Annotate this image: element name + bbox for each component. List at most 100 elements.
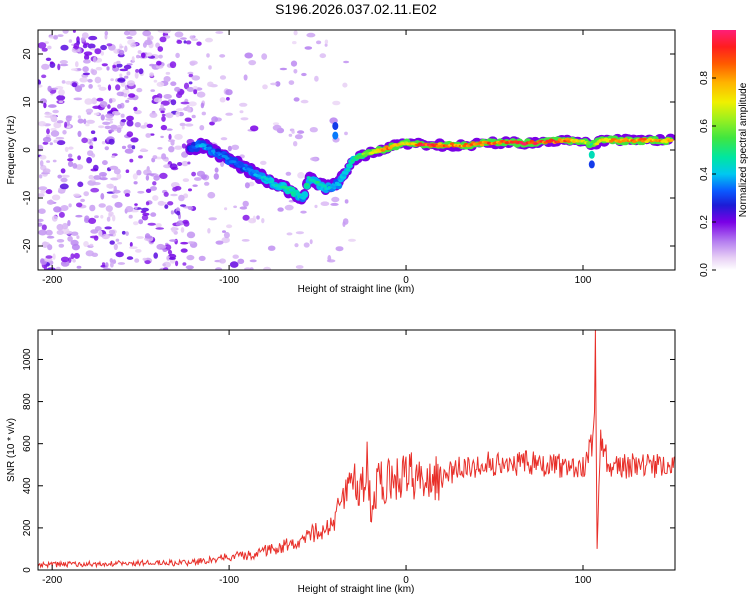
spectrogram-speckle xyxy=(188,73,194,78)
spectrogram-speckle xyxy=(110,78,114,82)
spectrogram-speckle xyxy=(204,181,210,186)
spectrogram-speckle xyxy=(104,30,109,36)
spectrogram-speckle xyxy=(71,82,78,88)
spectrogram-speckle xyxy=(105,205,113,212)
spectrogram-speckle xyxy=(126,71,131,76)
spectrogram-speckle xyxy=(170,193,178,197)
spectrogram-speckle xyxy=(87,78,93,83)
spectrogram-speckle xyxy=(84,54,90,61)
spectrogram-speckle xyxy=(138,219,144,225)
spectrogram-speckle xyxy=(90,47,97,51)
spectrogram-speckle xyxy=(306,32,316,38)
spectrogram-speckle xyxy=(123,189,131,195)
spectrogram-speckle xyxy=(46,160,51,163)
spectrogram-speckle xyxy=(170,99,177,106)
spectrogram-speckle xyxy=(52,159,57,163)
spectrogram-speckle xyxy=(57,174,62,179)
spectrogram-speckle xyxy=(42,168,51,174)
spectrogram-speckle xyxy=(56,95,66,101)
spectrogram-speckle xyxy=(95,66,103,71)
spectrogram-speckle xyxy=(208,65,212,70)
spectrogram-speckle xyxy=(135,249,142,253)
spectrogram-speckle xyxy=(175,110,180,118)
spectrogram-speckle xyxy=(133,221,139,226)
snr-y-tick-label: 200 xyxy=(22,519,33,536)
spectrogram-speckle xyxy=(115,84,121,91)
spectrogram-speckle xyxy=(127,80,135,87)
spectrogram-speckle xyxy=(107,104,111,109)
spectrogram-speckle xyxy=(149,63,155,67)
spectrogram-speckle xyxy=(293,97,300,102)
spectrogram-speckle xyxy=(215,267,223,270)
spectrogram-speckle xyxy=(169,239,177,242)
spectrogram-speckle xyxy=(242,200,249,207)
spectrogram-speckle xyxy=(214,167,219,173)
spectrogram-speckle xyxy=(83,118,87,125)
spectrogram-speckle xyxy=(112,110,120,116)
spectrogram-speckle xyxy=(184,123,194,127)
spectrogram-speckle xyxy=(85,108,94,114)
spectrogram-speckle xyxy=(295,265,304,269)
spectrogram-speckle xyxy=(72,163,78,169)
spectrogram-speckle xyxy=(344,131,348,136)
spectrogram-speckle xyxy=(142,42,147,48)
spectrogram-speckle xyxy=(146,173,154,176)
spectrogram-speckle xyxy=(267,245,276,251)
spectrogram-speckle xyxy=(117,104,122,109)
spectrogram-speckle xyxy=(132,173,138,180)
trace-transient xyxy=(588,150,595,159)
spectrogram-speckle xyxy=(150,186,157,191)
spectrogram-speckle xyxy=(320,201,330,206)
spectrogram-speckle xyxy=(97,230,103,237)
spectrogram-speckle xyxy=(182,262,187,266)
spectrogram-speckle xyxy=(169,61,177,69)
spectrogram-speckle xyxy=(90,187,100,193)
spectrogram-speckle xyxy=(116,173,122,180)
spectrogram-speckle xyxy=(167,249,173,255)
spectrogram-speckle xyxy=(89,145,94,149)
spectrogram-speckle xyxy=(38,42,47,49)
spectrogram-speckle xyxy=(102,267,112,270)
spectrogram-speckle xyxy=(84,215,90,222)
spectrogram-speckle xyxy=(111,155,116,158)
spectrogram-speckle xyxy=(157,147,163,150)
colorbar-tick-label: 0.4 xyxy=(699,167,710,181)
spectrogram-speckle xyxy=(175,260,179,267)
spectrogram-speckle xyxy=(85,123,90,127)
spectrogram-speckle xyxy=(174,31,184,38)
spectrogram-speckle xyxy=(136,169,142,176)
spectrogram-speckle xyxy=(118,49,125,56)
spectrogram-speckle xyxy=(162,30,172,34)
spectrogram-speckle xyxy=(101,141,106,145)
spectrogram-speckle xyxy=(62,130,67,135)
colorbar: 0.0 0.2 0.4 0.6 0.8 Normalized spectral ampl… xyxy=(699,30,749,277)
spectrogram-speckle xyxy=(91,179,96,182)
spectrogram-speckle xyxy=(58,100,64,103)
spectrogram-speckle xyxy=(64,146,69,152)
trace-core xyxy=(449,142,455,146)
spectrogram-scatter-noise xyxy=(38,30,356,270)
spectrogram-speckle xyxy=(279,67,288,71)
spectrogram-y-tick-label: 0 xyxy=(22,147,33,153)
spectrogram-speckle xyxy=(56,239,65,243)
trace-core xyxy=(251,170,257,174)
spectrogram-speckle xyxy=(40,258,45,264)
spectrogram-speckle xyxy=(156,60,162,66)
chart-title: S196.2026.037.02.11.E02 xyxy=(275,1,437,17)
spectrogram-speckle xyxy=(102,160,108,166)
spectrogram-speckle xyxy=(314,204,318,209)
spectrogram-speckle xyxy=(156,65,164,69)
spectrogram-speckle xyxy=(243,74,248,81)
snr-x-tick-label: 100 xyxy=(575,575,592,586)
spectrogram-speckle xyxy=(224,207,228,211)
spectrogram-speckle xyxy=(343,60,350,64)
spectrogram-speckle xyxy=(64,223,69,228)
spectrogram-speckle xyxy=(188,101,197,107)
spectrogram-speckle xyxy=(60,256,70,263)
spectrogram-speckle xyxy=(119,45,124,49)
spectrogram-speckle xyxy=(133,106,138,112)
colorbar-tick-label: 0.2 xyxy=(699,215,710,229)
spectrogram-speckle xyxy=(180,101,190,105)
spectrogram-speckle xyxy=(125,231,129,237)
spectrogram-speckle xyxy=(176,108,184,112)
